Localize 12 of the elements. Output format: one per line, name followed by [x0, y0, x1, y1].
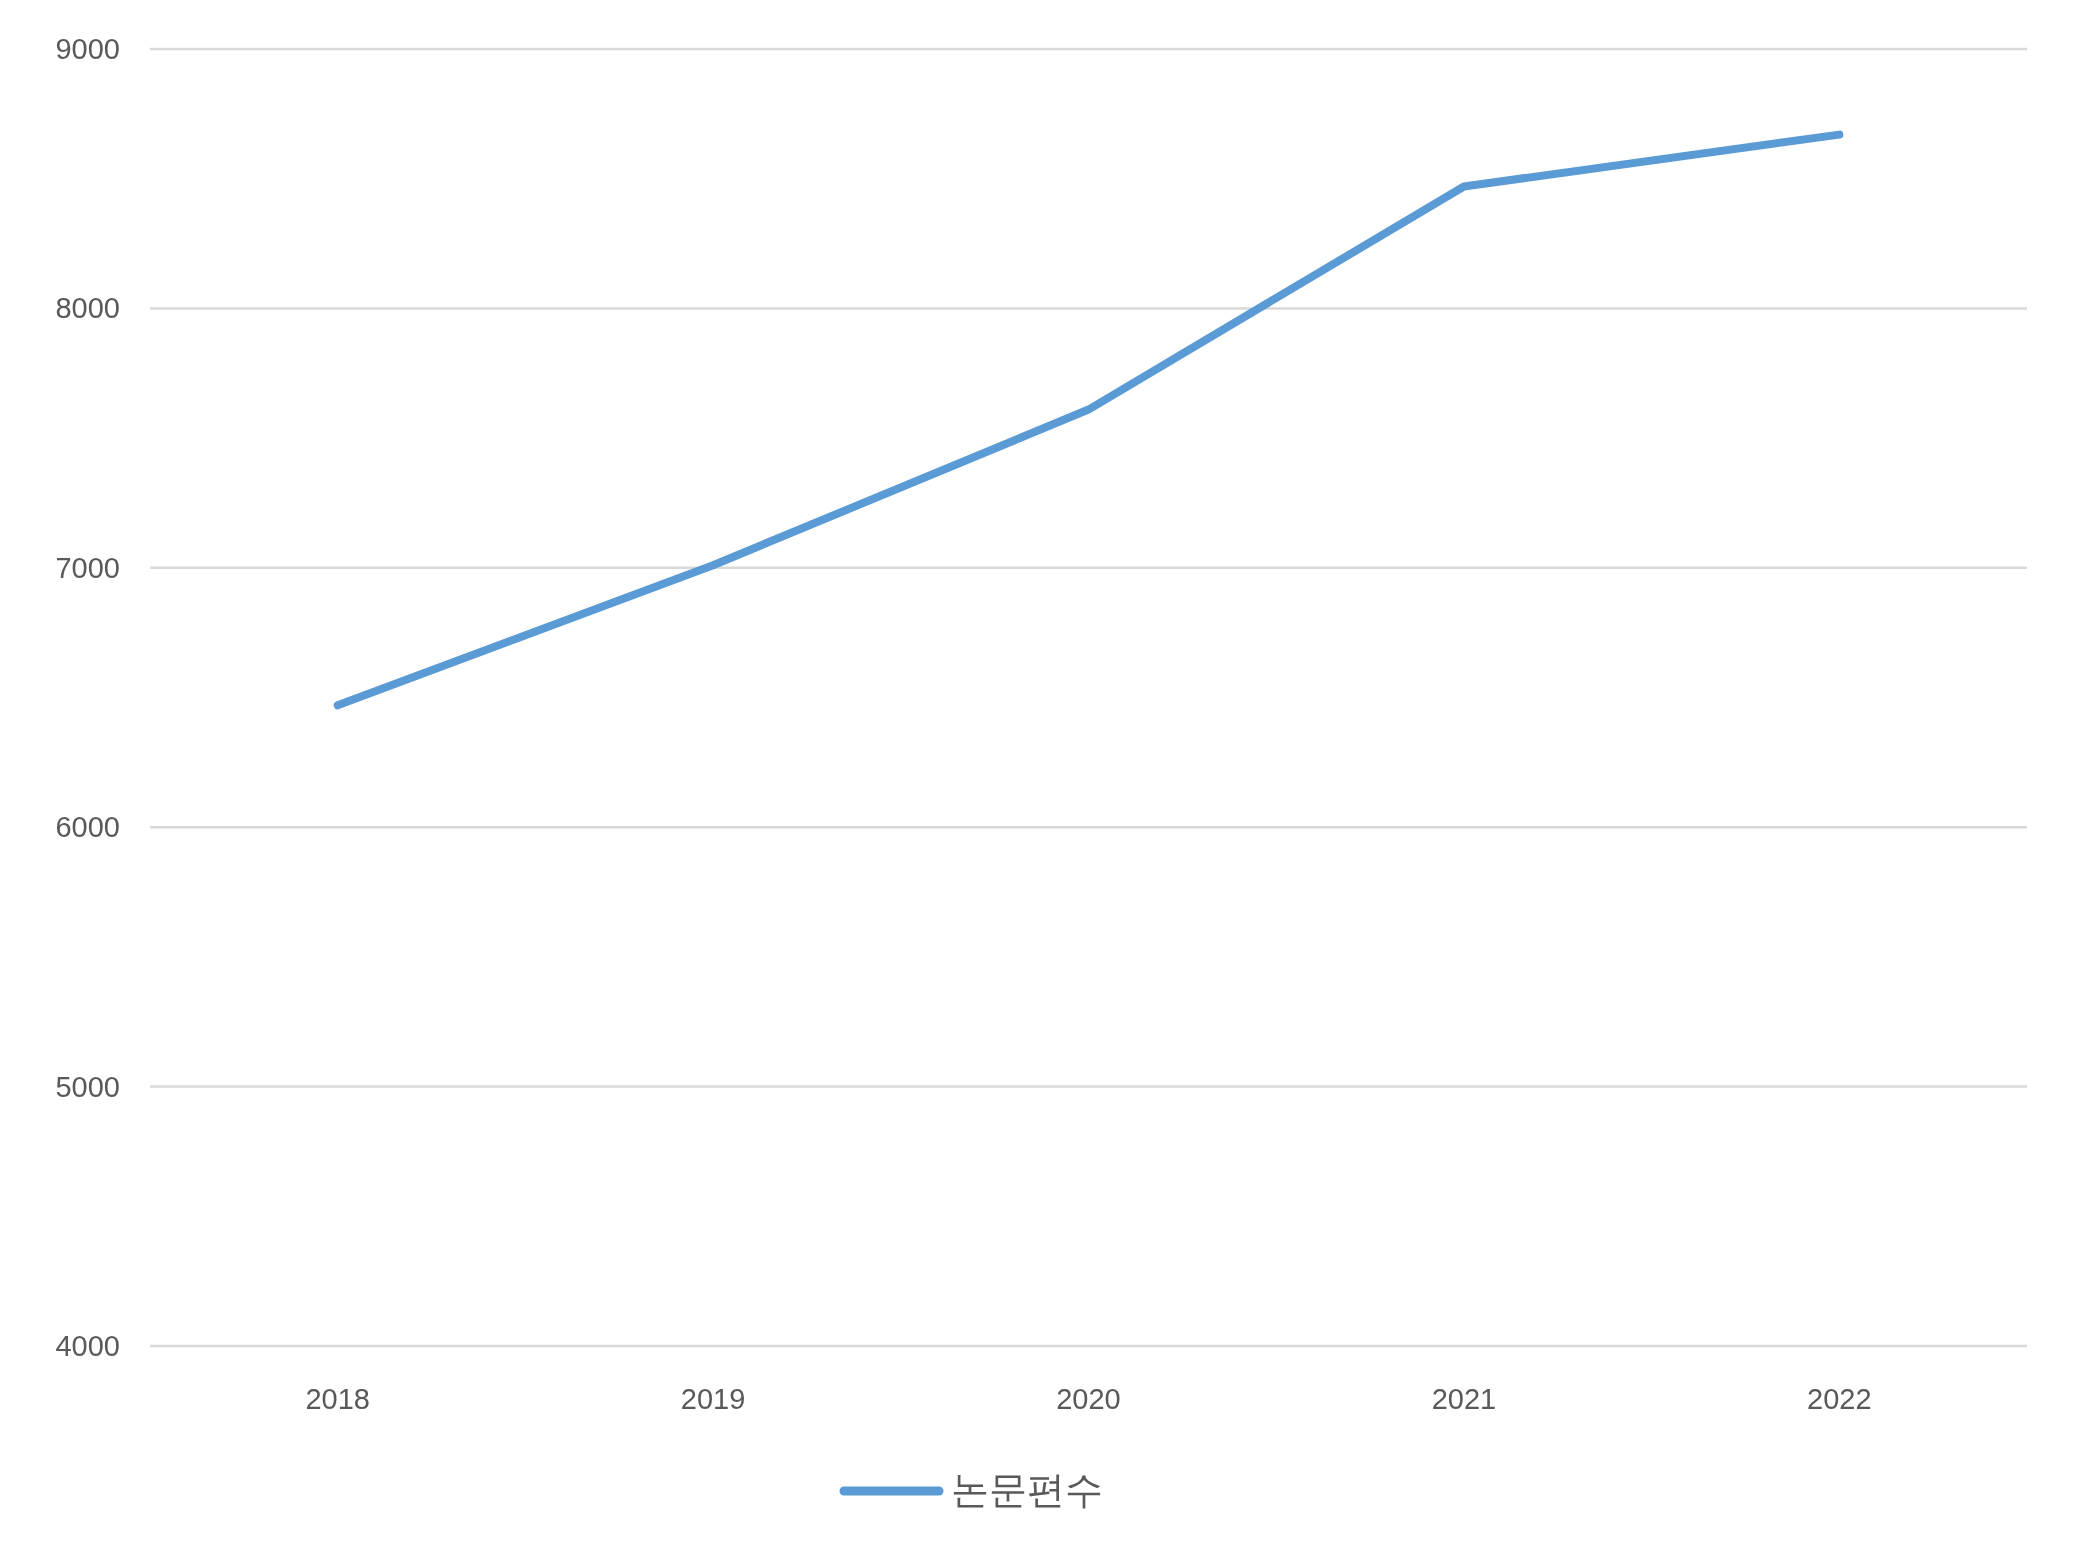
x-tick-label: 2022	[1807, 1383, 1872, 1415]
y-tick-label: 8000	[55, 292, 120, 325]
x-tick-label: 2019	[680, 1383, 746, 1415]
x-tick-label: 2021	[1431, 1383, 1497, 1415]
y-tick-label: 5000	[55, 1070, 120, 1103]
y-tick-label: 7000	[55, 551, 120, 584]
y-tick-label: 9000	[55, 33, 120, 65]
legend-label: 논문편수	[951, 1469, 1103, 1511]
x-tick-label: 2020	[1056, 1383, 1121, 1415]
x-tick-label: 2018	[305, 1383, 370, 1415]
y-tick-label: 6000	[55, 811, 120, 844]
y-tick-label: 4000	[55, 1330, 120, 1362]
